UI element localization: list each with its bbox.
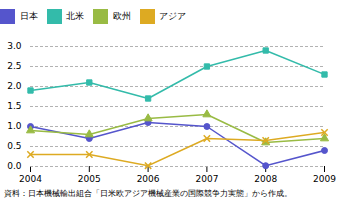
html-text:日本: 日本 [19,11,38,21]
html-text:北米: 北米 [66,11,84,21]
svg-text:0.0: 0.0 [7,161,22,171]
svg-text:2008: 2008 [254,173,277,183]
svg-text:0.5: 0.5 [7,141,21,151]
svg-text:2004: 2004 [19,173,42,183]
svg-text:1.5: 1.5 [7,101,21,111]
html-text:アジア: アジア [159,11,186,21]
svg-text:2007: 2007 [195,173,218,183]
svg-text:3.0: 3.0 [7,41,22,51]
svg-text:1.0: 1.0 [7,121,22,131]
svg-text:2.0: 2.0 [7,81,22,91]
svg-text:2009: 2009 [313,173,336,183]
svg-text:2005: 2005 [78,173,101,183]
svg-text:2.5: 2.5 [7,61,21,71]
html-text:資料：日本機械輸出組合「日米欧アジア機械産業の国際競争力実態: 資料：日本機械輸出組合「日米欧アジア機械産業の国際競争力実態」から作成。 [4,188,292,198]
svg-text:2006: 2006 [137,173,160,183]
html-text:欧州: 欧州 [112,11,131,21]
